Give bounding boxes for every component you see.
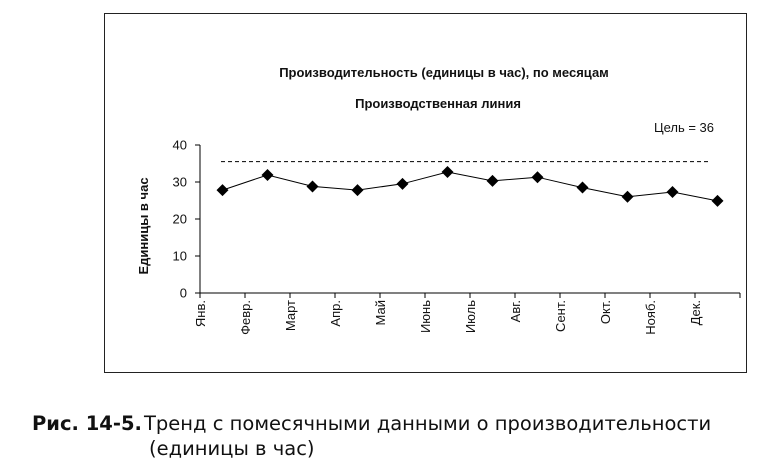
data-point-marker (261, 168, 274, 181)
line-chart: Производительность (единицы в час), по м… (136, 65, 741, 335)
x-tick-label: Июль (463, 300, 478, 333)
y-tick-label: 10 (173, 249, 187, 264)
caption-text-line2: (единицы в час) (149, 437, 315, 460)
data-point-marker (576, 181, 589, 194)
data-point-marker (621, 190, 634, 203)
data-point-marker (351, 184, 364, 197)
x-ticks: Янв. Февр. Март Апр. Май Июнь Июль Авг. Сент. Окт… (193, 293, 741, 335)
data-point-marker (711, 194, 724, 207)
data-point-marker (306, 180, 319, 193)
axes (199, 145, 740, 294)
x-tick-label: Май (373, 300, 388, 325)
x-tick-label: Февр. (238, 300, 253, 335)
y-tick-label: 30 (173, 175, 187, 190)
x-tick-label: Нояб. (643, 300, 658, 335)
data-point-marker (486, 174, 499, 187)
series-line (222, 171, 718, 202)
x-tick-label: Апр. (328, 300, 343, 327)
y-tick-label: 20 (173, 212, 187, 227)
x-tick-label: Авг. (508, 300, 523, 322)
x-tick-label: Сент. (553, 300, 568, 332)
data-point-marker (216, 184, 229, 197)
x-tick-label: Дек. (688, 300, 703, 325)
y-tick-label: 40 (173, 138, 187, 153)
data-point-marker (531, 171, 544, 184)
data-point-marker (666, 185, 679, 198)
caption-text-line1: Тренд с помесячными данными о производит… (144, 412, 712, 435)
chart-title: Производительность (единицы в час), по м… (279, 65, 609, 80)
y-axis-label: Единицы в час (136, 177, 151, 274)
target-label: Цель = 36 (654, 120, 714, 135)
y-tick-label: 0 (180, 286, 187, 301)
data-point-marker (396, 177, 409, 190)
x-tick-label: Янв. (193, 300, 208, 327)
x-tick-label: Март (283, 300, 298, 331)
data-point-marker (441, 166, 454, 179)
x-tick-label: Окт. (598, 300, 613, 324)
y-ticks: 0 10 20 30 40 (173, 138, 200, 301)
figure-caption: Рис. 14-5. Тренд с помесячными данными о … (32, 411, 752, 461)
series-group (216, 166, 724, 207)
caption-number: Рис. 14-5. (32, 412, 142, 435)
chart-frame (104, 13, 747, 373)
x-tick-label: Июнь (418, 300, 433, 333)
chart-subtitle: Производственная линия (355, 96, 521, 111)
